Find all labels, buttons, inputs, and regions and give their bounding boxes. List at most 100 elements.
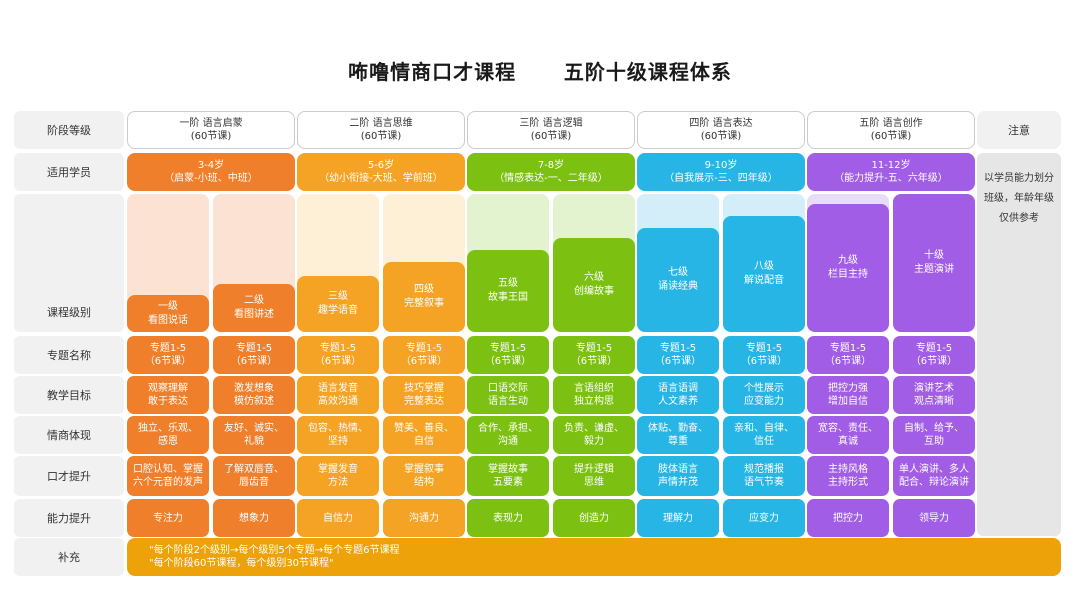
speech-cell-text: 口腔认知、掌握 bbox=[133, 464, 203, 475]
eq-cell-text: 亲和、自律、 bbox=[734, 423, 794, 434]
page-title: 咘噜情商口才课程 五阶十级课程体系 bbox=[348, 60, 732, 84]
topic-cell: 专题1-5 （6节课） bbox=[807, 336, 889, 374]
topic-cell: 专题1-5 （6节课） bbox=[127, 336, 209, 374]
level-block: 四级 完整叙事 bbox=[383, 262, 465, 332]
goal-cell-text: 模仿叙述 bbox=[234, 396, 274, 407]
speech-cell-text: 掌握叙事 bbox=[404, 464, 444, 475]
row-label: 口才提升 bbox=[14, 456, 124, 496]
goal-cell-text: 语言生动 bbox=[488, 396, 528, 407]
speech-cell: 单人演讲、多人 配合、辩论演讲 bbox=[893, 456, 975, 496]
level-block-text: 解说配音 bbox=[744, 275, 784, 286]
ability-cell: 创造力 bbox=[553, 499, 635, 537]
eq-cell-text: 独立、乐观、 bbox=[138, 423, 198, 434]
eq-cell: 包容、热情、 坚持 bbox=[297, 416, 379, 454]
level-block-text: 十级 bbox=[924, 250, 944, 261]
topic-cell-text: 专题1-5 bbox=[745, 343, 783, 354]
age-range-text: 11-12岁 bbox=[871, 160, 911, 171]
eq-cell-text: 负责、谦虚、 bbox=[564, 423, 624, 434]
eq-cell-text: 真诚 bbox=[838, 436, 858, 447]
goal-cell-text: 言语组织 bbox=[574, 383, 614, 394]
eq-cell-text: 自制、给予、 bbox=[904, 423, 964, 434]
topic-cell-text: （6节课） bbox=[230, 356, 278, 367]
eq-cell: 自制、给予、 互助 bbox=[893, 416, 975, 454]
goal-cell-text: 敢于表达 bbox=[148, 396, 188, 407]
eq-cell-text: 包容、热情、 bbox=[308, 423, 368, 434]
goal-cell-text: 观察理解 bbox=[148, 383, 188, 394]
level-block-text: 诵读经典 bbox=[658, 281, 698, 292]
level-block: 十级 主题演讲 bbox=[893, 194, 975, 332]
goal-cell: 言语组织 独立构思 bbox=[553, 376, 635, 414]
goal-cell: 激发想象 模仿叙述 bbox=[213, 376, 295, 414]
speech-cell: 规范播报 语气节奏 bbox=[723, 456, 805, 496]
level-block: 二级 看图讲述 bbox=[213, 284, 295, 332]
goal-cell-text: 演讲艺术 bbox=[914, 383, 954, 394]
note-header: 注意 bbox=[977, 111, 1061, 149]
age-range-text: （能力提升-五、六年级） bbox=[834, 173, 948, 184]
age-range: 3-4岁 （启蒙-小班、中班） bbox=[127, 153, 295, 191]
speech-cell-text: 思维 bbox=[584, 477, 604, 488]
topic-cell-text: 专题1-5 bbox=[149, 343, 187, 354]
ability-cell-text: 自信力 bbox=[323, 512, 353, 524]
age-range: 5-6岁 （幼小衔接-大班、学前班） bbox=[297, 153, 465, 191]
stage-header: 四阶 语言表达 (60节课) bbox=[637, 111, 805, 149]
topic-cell: 专题1-5 （6节课） bbox=[383, 336, 465, 374]
level-block-text: 完整叙事 bbox=[404, 298, 444, 309]
level-block-text: 七级 bbox=[668, 267, 688, 278]
eq-cell-text: 坚持 bbox=[328, 436, 348, 447]
speech-cell-text: 六个元音的发声 bbox=[133, 477, 203, 488]
stage-header: 三阶 语言逻辑 (60节课) bbox=[467, 111, 635, 149]
topic-cell-text: 专题1-5 bbox=[829, 343, 867, 354]
level-block-text: 故事王国 bbox=[488, 292, 528, 303]
age-range: 7-8岁 （情感表达-一、二年级） bbox=[467, 153, 635, 191]
topic-cell-text: 专题1-5 bbox=[235, 343, 273, 354]
row-label-text: 口才提升 bbox=[47, 470, 91, 483]
row-label-text: 情商体现 bbox=[47, 429, 91, 442]
level-block: 五级 故事王国 bbox=[467, 250, 549, 332]
topic-cell-text: （6节课） bbox=[740, 356, 788, 367]
speech-cell: 肢体语言 声情并茂 bbox=[637, 456, 719, 496]
eq-cell-text: 自信 bbox=[414, 436, 434, 447]
age-range-text: 7-8岁 bbox=[537, 160, 565, 171]
ability-cell: 把控力 bbox=[807, 499, 889, 537]
row-label-text: 专题名称 bbox=[47, 349, 91, 362]
speech-cell-text: 单人演讲、多人 bbox=[899, 464, 969, 475]
speech-cell-text: 结构 bbox=[414, 477, 434, 488]
eq-cell: 体贴、勤奋、 尊重 bbox=[637, 416, 719, 454]
speech-cell: 掌握发音 方法 bbox=[297, 456, 379, 496]
stage-header-text: 二阶 语言思维 bbox=[349, 118, 413, 129]
goal-cell-text: 语言语调 bbox=[658, 383, 698, 394]
goal-cell-text: 语言发音 bbox=[318, 383, 358, 394]
goal-cell-text: 观点清晰 bbox=[914, 396, 954, 407]
topic-cell-text: 专题1-5 bbox=[659, 343, 697, 354]
level-block: 八级 解说配音 bbox=[723, 216, 805, 332]
topic-cell-text: （6节课） bbox=[314, 356, 362, 367]
goal-cell: 把控力强 增加自信 bbox=[807, 376, 889, 414]
ability-cell: 领导力 bbox=[893, 499, 975, 537]
eq-cell-text: 互助 bbox=[924, 436, 944, 447]
stage-header: 五阶 语言创作 (60节课) bbox=[807, 111, 975, 149]
goal-cell-text: 完整表达 bbox=[404, 396, 444, 407]
stage-header: 二阶 语言思维 (60节课) bbox=[297, 111, 465, 149]
topic-cell-text: 专题1-5 bbox=[319, 343, 357, 354]
row-label: 适用学员 bbox=[14, 153, 124, 191]
stage-header-text: 一阶 语言启蒙 bbox=[179, 118, 243, 129]
level-block-text: 看图讲述 bbox=[234, 309, 274, 320]
row-label: 情商体现 bbox=[14, 416, 124, 454]
goal-cell: 观察理解 敢于表达 bbox=[127, 376, 209, 414]
age-range-text: （自我展示-三、四年级） bbox=[664, 173, 778, 184]
eq-cell-text: 赞美、善良、 bbox=[394, 423, 454, 434]
level-block-text: 三级 bbox=[328, 291, 348, 302]
eq-cell-text: 合作、承担、 bbox=[478, 423, 538, 434]
goal-cell-text: 个性展示 bbox=[744, 383, 784, 394]
level-block-text: 二级 bbox=[244, 295, 264, 306]
topic-cell-text: （6节课） bbox=[484, 356, 532, 367]
goal-cell-text: 技巧掌握 bbox=[404, 383, 444, 394]
row-label: 能力提升 bbox=[14, 499, 124, 537]
age-range-text: 3-4岁 bbox=[197, 160, 225, 171]
eq-cell-text: 感恩 bbox=[158, 436, 178, 447]
goal-cell-text: 口语交际 bbox=[488, 383, 528, 394]
speech-cell-text: 五要素 bbox=[493, 477, 523, 488]
row-label-text: 适用学员 bbox=[47, 166, 91, 179]
level-block-text: 四级 bbox=[414, 284, 434, 295]
